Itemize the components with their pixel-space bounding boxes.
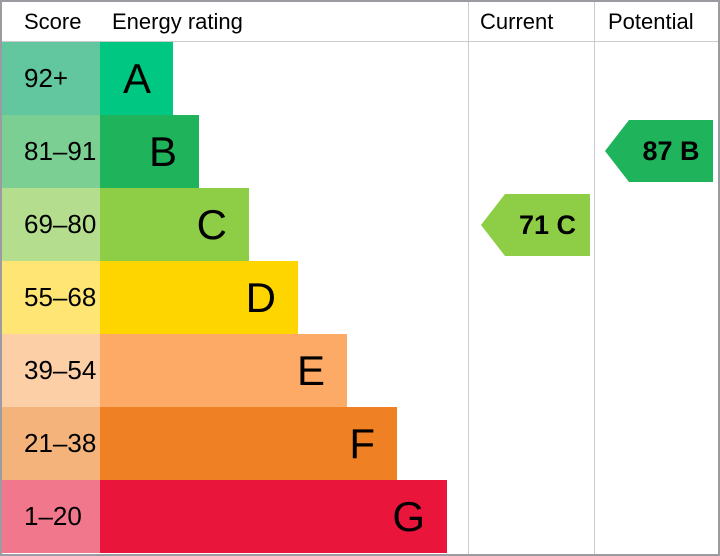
header-potential-label: Potential (608, 8, 694, 34)
band-bar-c: C (100, 188, 249, 261)
band-rows: 92+ A 81–91 B 69–80 C 55–68 D 39–54 E 21… (2, 42, 718, 553)
score-cell-a: 92+ (2, 42, 100, 115)
band-bar-a: A (100, 42, 173, 115)
band-row-f: 21–38 F (2, 407, 718, 480)
band-bar-b: B (100, 115, 199, 188)
header-energy-rating-label: Energy rating (112, 8, 243, 34)
band-bar-d: D (100, 261, 298, 334)
score-cell-f: 21–38 (2, 407, 100, 480)
current-column-divider (468, 2, 469, 554)
score-cell-d: 55–68 (2, 261, 100, 334)
potential-rating-arrow: 87 B (605, 120, 713, 182)
score-cell-b: 81–91 (2, 115, 100, 188)
score-cell-g: 1–20 (2, 480, 100, 553)
band-bar-g: G (100, 480, 447, 553)
band-row-c: 69–80 C (2, 188, 718, 261)
current-rating-arrow: 71 C (481, 194, 590, 256)
band-row-b: 81–91 B (2, 115, 718, 188)
header-score-label: Score (24, 8, 82, 34)
band-row-d: 55–68 D (2, 261, 718, 334)
potential-column-divider (594, 2, 595, 554)
band-bar-e: E (100, 334, 347, 407)
band-row-a: 92+ A (2, 42, 718, 115)
band-bar-f: F (100, 407, 397, 480)
header-current-label: Current (480, 8, 554, 34)
score-cell-c: 69–80 (2, 188, 100, 261)
band-row-e: 39–54 E (2, 334, 718, 407)
band-row-g: 1–20 G (2, 480, 718, 553)
score-cell-e: 39–54 (2, 334, 100, 407)
header-row: Score Energy rating Current Potential (2, 2, 718, 42)
